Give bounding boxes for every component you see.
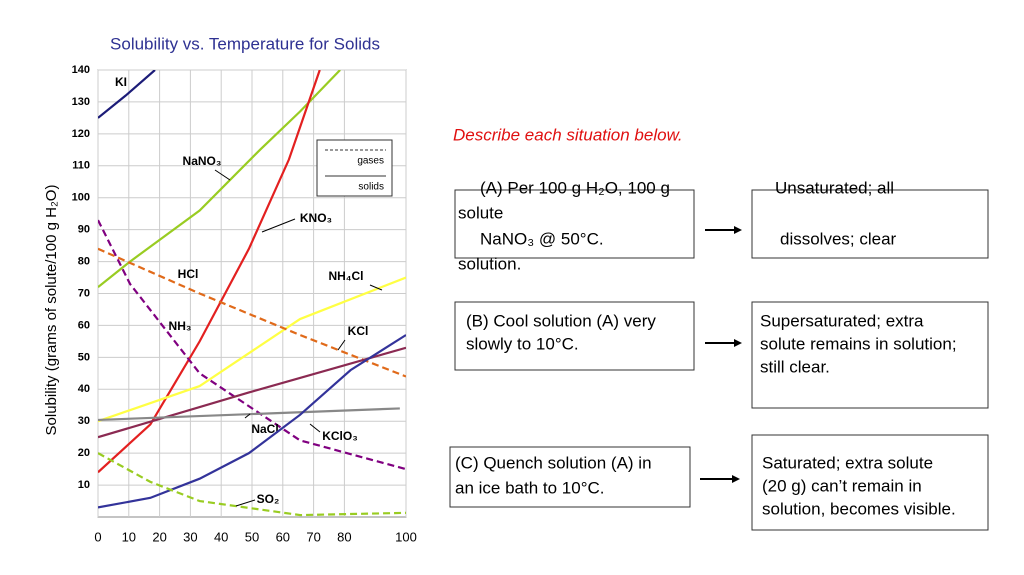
answer-text: solute remains in solution; [760, 334, 957, 353]
series-label: KCl [348, 324, 369, 338]
x-tick-label: 20 [152, 529, 166, 544]
y-tick-label: 140 [72, 64, 90, 76]
leader [337, 339, 346, 351]
arrow-head [734, 226, 742, 234]
series-label: NH₃ [169, 319, 192, 333]
y-tick-label: 80 [78, 255, 90, 267]
answer-text: dissolves; clear [780, 229, 897, 248]
series-line [98, 407, 400, 422]
series-label: KClO₃ [322, 429, 358, 443]
series-line [98, 219, 406, 471]
chart-title: Solubility vs. Temperature for Solids [110, 34, 380, 53]
answer-text: Supersaturated; extra [760, 311, 924, 330]
prompt-text: solution. [458, 254, 521, 273]
y-tick-label: 100 [72, 192, 90, 204]
y-tick-label: 120 [72, 128, 90, 140]
prompt-text: an ice bath to 10°C. [455, 478, 605, 497]
x-tick-label: 60 [276, 529, 290, 544]
y-tick-label: 50 [78, 351, 90, 363]
legend-label: gases [357, 156, 384, 167]
y-tick-label: 110 [72, 160, 90, 172]
prompt-text: solute [458, 203, 503, 222]
series-label: NaCl [251, 422, 278, 436]
x-tick-label: 50 [245, 529, 259, 544]
y-tick-label: 30 [78, 415, 90, 427]
prompt-text: (C) Quench solution (A) in [455, 453, 652, 472]
prompt-text: slowly to 10°C. [466, 334, 579, 353]
series-line [98, 346, 406, 439]
arrow-head [734, 339, 742, 347]
answer-text: solution, becomes visible. [762, 499, 956, 518]
prompt-box [449, 446, 691, 508]
series-line [98, 276, 406, 423]
series-label: NaNO₃ [183, 154, 222, 168]
x-tick-label: 100 [395, 529, 417, 544]
y-axis-label: Solubility (grams of solute/100 g H₂O) [43, 185, 60, 436]
leader [214, 169, 231, 181]
x-tick-label: 30 [183, 529, 197, 544]
prompt-text: NaNO₃ @ 50°C. [480, 229, 604, 248]
y-tick-label: 10 [78, 479, 90, 491]
x-tick-label: 80 [337, 529, 351, 544]
answer-box [751, 189, 989, 259]
series-label: KNO₃ [300, 211, 332, 225]
y-tick-label: 70 [78, 287, 90, 299]
leader [244, 413, 251, 419]
prompt-text: (B) Cool solution (A) very [466, 311, 656, 330]
leader [261, 218, 296, 233]
x-tick-label: 40 [214, 529, 228, 544]
series-label: KI [115, 75, 127, 89]
x-tick-label: 70 [306, 529, 320, 544]
series-line [98, 334, 406, 509]
series-line [98, 247, 406, 378]
series-label: SO₂ [257, 492, 280, 506]
y-tick-label: 20 [78, 447, 90, 459]
series-label: HCl [178, 267, 199, 281]
answer-text: (20 g) can’t remain in [762, 476, 922, 495]
legend-box [316, 139, 393, 197]
series-line [98, 452, 406, 517]
y-tick-label: 40 [78, 383, 90, 395]
leader [235, 499, 256, 507]
series-line [98, 70, 321, 474]
series-label: NH₄Cl [328, 269, 363, 283]
instruction: Describe each situation below. [453, 125, 683, 144]
y-tick-label: 130 [72, 96, 90, 108]
prompt-text: (A) Per 100 g H₂O, 100 g [480, 178, 670, 197]
leader [309, 423, 321, 433]
arrow-head [732, 475, 740, 483]
prompt-box [454, 301, 695, 371]
answer-text: Saturated; extra solute [762, 453, 933, 472]
answer-text: Unsaturated; all [775, 178, 894, 197]
y-tick-label: 60 [78, 319, 90, 331]
series-line [98, 70, 156, 119]
x-tick-label: 0 [94, 529, 101, 544]
answer-box [751, 434, 989, 531]
leader [369, 284, 383, 291]
y-tick-label: 90 [78, 224, 90, 236]
answer-text: still clear. [760, 357, 830, 376]
x-tick-label: 10 [122, 529, 136, 544]
answer-box [751, 301, 989, 409]
prompt-box [454, 189, 695, 259]
legend-label: solids [358, 182, 384, 193]
